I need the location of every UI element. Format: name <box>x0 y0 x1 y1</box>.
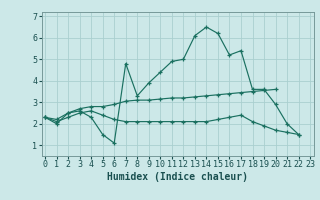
X-axis label: Humidex (Indice chaleur): Humidex (Indice chaleur) <box>107 172 248 182</box>
